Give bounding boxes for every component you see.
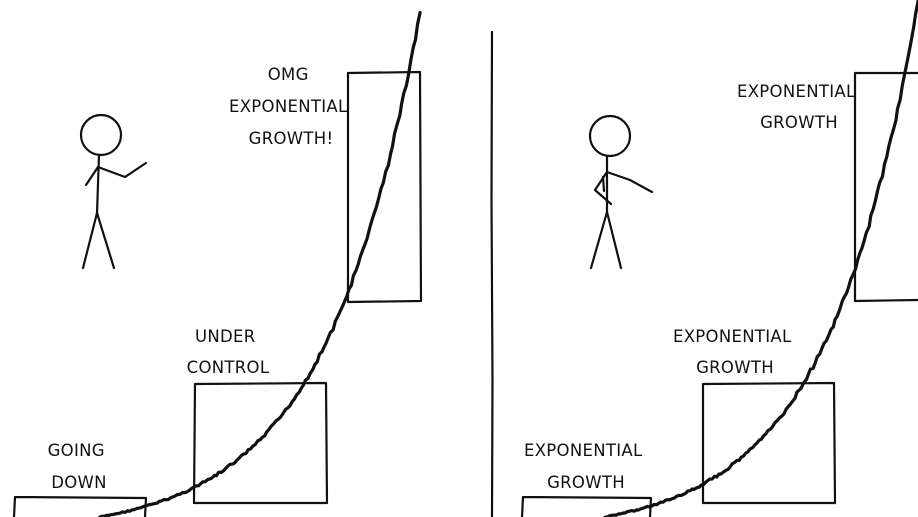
label-line: CONTROL xyxy=(187,358,270,377)
box-going-down xyxy=(12,495,148,517)
box-under-control xyxy=(192,381,329,505)
label-line: EXPONENTIAL xyxy=(673,327,792,346)
label-line: GROWTH! xyxy=(249,129,334,148)
label-line: EXPONENTIAL xyxy=(737,82,856,101)
exponential-curve-right xyxy=(603,0,918,517)
exponential-curve-left xyxy=(98,10,422,517)
label-line: DOWN xyxy=(51,473,107,492)
label-line: EXPONENTIAL xyxy=(524,441,643,460)
label-going-down: GOING DOWN xyxy=(48,441,111,492)
label-exponential-growth-2: EXPONENTIAL GROWTH xyxy=(673,327,797,377)
panel-left: GOING DOWN UNDER CONTROL OMG EXPONENTIAL… xyxy=(12,10,423,517)
panel-divider xyxy=(490,30,494,517)
label-line: OMG xyxy=(268,65,309,84)
label-exponential-growth-3: EXPONENTIAL GROWTH xyxy=(737,82,861,132)
box-exponential-2 xyxy=(701,381,837,505)
stick-figure-left xyxy=(79,113,148,270)
label-line: GROWTH xyxy=(760,113,838,132)
label-under-control: UNDER CONTROL xyxy=(187,327,270,377)
stick-figure-right xyxy=(588,114,654,270)
panel-right: EXPONENTIAL GROWTH EXPONENTIAL GROWTH EX… xyxy=(520,0,918,517)
label-line: UNDER xyxy=(195,327,256,346)
label-line: GOING xyxy=(48,441,105,460)
box-omg-exponential xyxy=(346,70,423,304)
label-line: EXPONENTIAL xyxy=(229,97,348,116)
label-omg-exponential-growth: OMG EXPONENTIAL GROWTH! xyxy=(229,65,353,148)
box-exponential-3 xyxy=(853,71,918,303)
box-exponential-1 xyxy=(520,495,653,517)
label-line: GROWTH xyxy=(696,358,774,377)
label-line: GROWTH xyxy=(547,473,625,492)
label-exponential-growth-1: EXPONENTIAL GROWTH xyxy=(524,441,648,492)
